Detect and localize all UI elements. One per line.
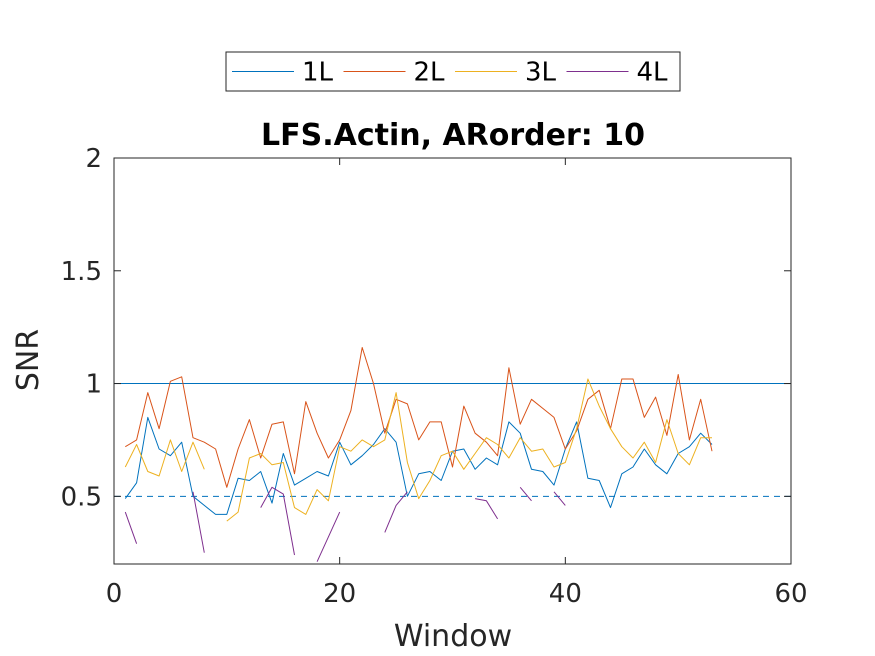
legend-label-3L: 3L	[525, 58, 557, 88]
legend-label-1L: 1L	[302, 58, 334, 88]
plot-area	[114, 158, 791, 564]
y-tick-label: 2	[85, 144, 102, 174]
axes-box	[113, 157, 792, 565]
series-line-3L	[124, 378, 712, 522]
legend: 1L 2L 3L 4L	[225, 51, 681, 92]
series-layer	[124, 347, 713, 562]
series-line-2L	[125, 347, 713, 488]
x-axis-label: Window	[394, 619, 512, 654]
series-line-1L	[124, 416, 713, 515]
tick-labels: 0 20 40 60 0.5 1 1.5 2	[61, 144, 808, 609]
legend-label-4L: 4L	[637, 58, 669, 88]
series-line-4L	[124, 486, 566, 562]
y-tick-label: 0.5	[61, 482, 102, 512]
legend-label-2L: 2L	[414, 58, 446, 88]
plot-background	[114, 158, 791, 564]
x-tick-label: 40	[549, 579, 582, 609]
axes	[113, 157, 792, 565]
x-tick-label: 20	[323, 579, 356, 609]
y-tick-label: 1	[85, 370, 102, 400]
y-axis-label: SNR	[11, 329, 46, 391]
chart-title: LFS.Actin, ARorder: 10	[261, 118, 645, 153]
x-tick-label: 60	[774, 579, 807, 609]
legend-box	[225, 51, 681, 92]
x-tick-label: 0	[106, 579, 123, 609]
y-tick-label: 1.5	[61, 257, 102, 287]
